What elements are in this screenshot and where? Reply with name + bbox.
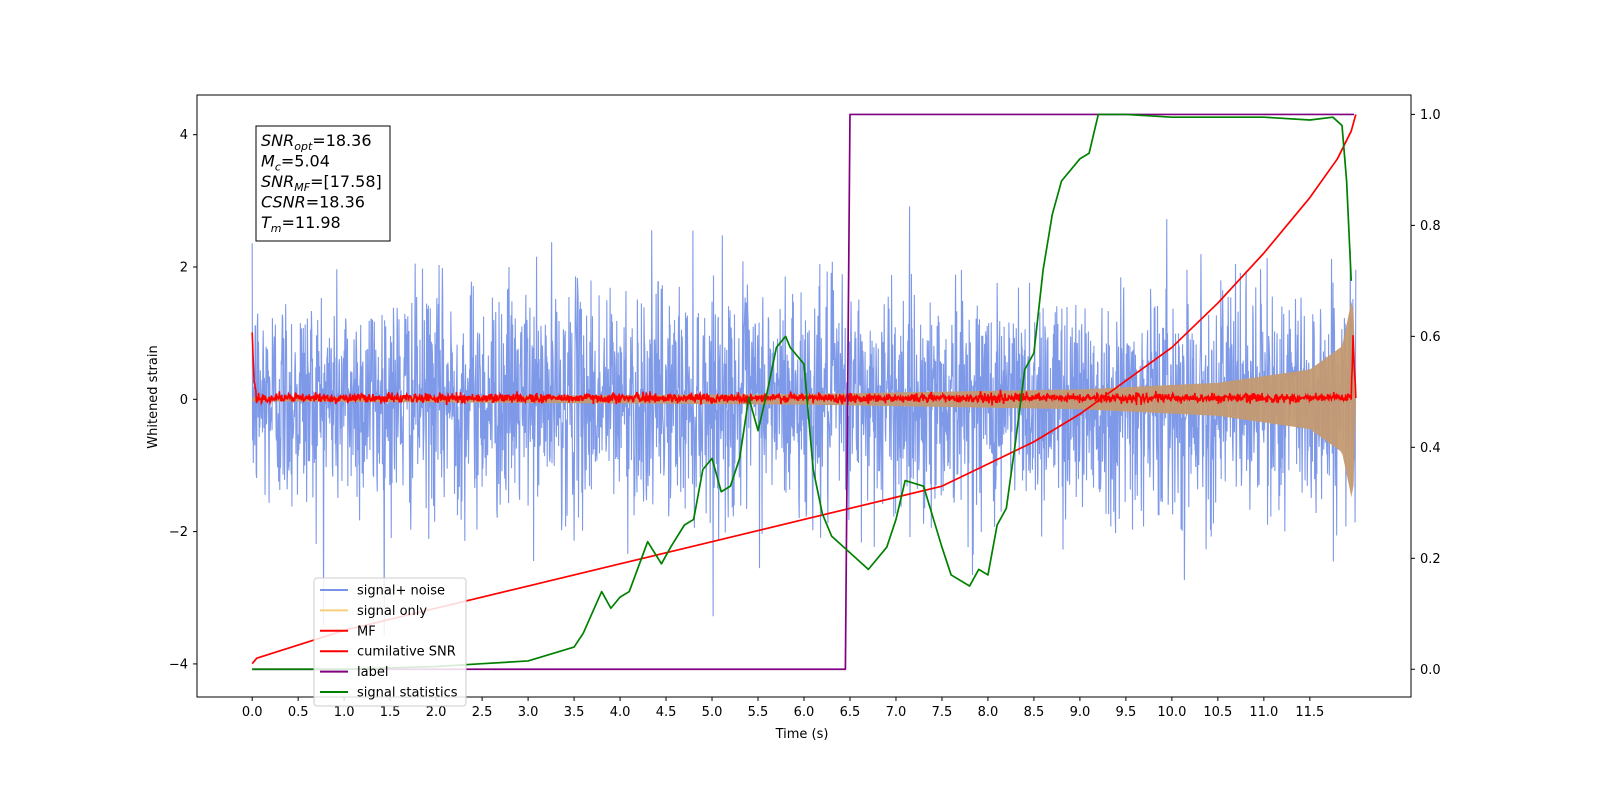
annotation-line: Tm=11.98	[261, 213, 341, 235]
x-tick-label: 7.0	[886, 705, 907, 720]
x-tick-label: 8.5	[1024, 705, 1045, 720]
x-tick-label: 2.0	[426, 705, 447, 720]
x-tick-label: 3.0	[518, 705, 539, 720]
annotation-line: SNRopt=18.36	[261, 131, 372, 153]
y2-tick-label: 0.8	[1420, 219, 1441, 234]
x-tick-label: 9.0	[1070, 705, 1091, 720]
x-tick-label: 6.0	[794, 705, 815, 720]
y-axis-right: 1.0 0.8 0.6 0.4 0.2 0.0	[1411, 108, 1441, 678]
y-axis-left: 4 2 0 −2 −4	[169, 128, 197, 672]
y-tick-label: 0	[180, 393, 188, 408]
x-tick-label: 1.5	[380, 705, 401, 720]
x-tick-label: 1.0	[334, 705, 355, 720]
legend-label: MF	[357, 624, 376, 639]
x-axis-label: Time (s)	[775, 727, 829, 742]
series-layer	[251, 113, 1357, 671]
x-tick-label: 10.0	[1157, 705, 1186, 720]
x-tick-label: 7.5	[932, 705, 953, 720]
y2-tick-label: 0.2	[1420, 552, 1441, 567]
x-tick-label: 6.5	[840, 705, 861, 720]
legend-label: signal only	[357, 604, 427, 619]
x-tick-label: 10.5	[1203, 705, 1232, 720]
legend-label: signal+ noise	[357, 584, 445, 599]
x-tick-label: 4.0	[610, 705, 631, 720]
y2-tick-label: 0.6	[1420, 330, 1441, 345]
y-tick-label: −4	[169, 657, 188, 672]
legend-frame	[313, 577, 467, 707]
series-mf	[251, 332, 1357, 406]
x-axis: 0.0 0.5 1.0 1.5 2.0 2.5 3.0 3.5 4.0 4.5 5.0 5.5 6.0 6…	[242, 697, 1324, 720]
y2-tick-label: 0.0	[1420, 663, 1441, 678]
y-tick-label: −2	[169, 525, 188, 540]
annotation-line: CSNR=18.36	[261, 193, 365, 212]
y-tick-label: 2	[180, 261, 188, 276]
series-signal-noise	[251, 206, 1357, 636]
annotation-line: SNRMF=[17.58]	[261, 172, 382, 194]
legend-label: signal statistics	[357, 686, 458, 701]
x-tick-label: 11.5	[1295, 705, 1324, 720]
x-tick-label: 5.5	[748, 705, 769, 720]
x-tick-label: 3.5	[564, 705, 585, 720]
annotation-line: Mc=5.04	[261, 152, 330, 174]
legend-label: label	[357, 665, 388, 680]
annotation-box: SNRopt=18.36Mc=5.04SNRMF=[17.58]CSNR=18.…	[255, 125, 391, 242]
x-tick-label: 8.0	[978, 705, 999, 720]
x-tick-label: 11.0	[1249, 705, 1278, 720]
x-tick-label: 0.5	[288, 705, 309, 720]
y-tick-label: 4	[180, 128, 188, 143]
legend: signal+ noise signal only MF cumilative SNR…	[313, 577, 467, 707]
x-tick-label: 4.5	[656, 705, 677, 720]
y2-tick-label: 1.0	[1420, 108, 1441, 123]
x-tick-label: 9.5	[1116, 705, 1137, 720]
legend-label: cumilative SNR	[357, 645, 456, 660]
y2-tick-label: 0.4	[1420, 441, 1441, 456]
series-signal-statistics	[252, 113, 1353, 671]
x-tick-label: 0.0	[242, 705, 263, 720]
y-axis-label: Whitened strain	[146, 345, 161, 448]
annotation-frame	[255, 125, 391, 242]
series-cumilative-snr	[251, 114, 1357, 665]
x-tick-label: 2.5	[472, 705, 493, 720]
x-tick-label: 5.0	[702, 705, 723, 720]
